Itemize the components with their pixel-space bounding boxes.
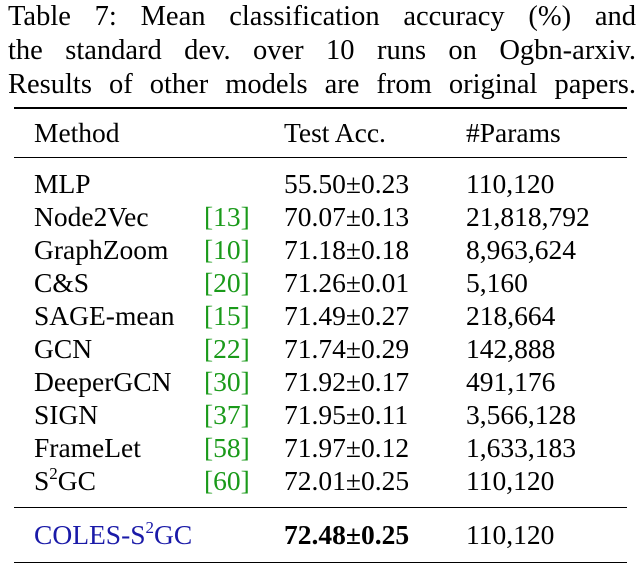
row-params: 1,633,183 xyxy=(466,432,576,463)
header-params: #Params xyxy=(466,117,561,148)
header-method: Method xyxy=(34,117,120,148)
row-params: 491,176 xyxy=(466,366,556,397)
row-params: 3,566,128 xyxy=(466,399,576,430)
row-method: SIGN xyxy=(34,399,99,430)
citation-link[interactable]: [58] xyxy=(204,432,250,463)
row-method: COLES-S2GC xyxy=(34,518,193,550)
row-test-acc: 71.92±0.17 xyxy=(284,366,410,397)
row-test-acc: 71.95±0.11 xyxy=(284,399,409,430)
table-row: S2GC [60] 72.01±0.25 110,120 xyxy=(0,464,641,497)
table-row: SAGE-mean [15] 71.49±0.27 218,664 xyxy=(0,299,641,332)
row-test-acc: 55.50±0.23 xyxy=(284,168,410,199)
citation-link[interactable]: [30] xyxy=(204,366,250,397)
row-test-acc: 70.07±0.13 xyxy=(284,201,410,232)
row-method: SAGE-mean xyxy=(34,300,175,331)
citation-link[interactable]: [10] xyxy=(204,234,250,265)
header-test-acc: Test Acc. xyxy=(284,117,386,148)
table-caption: Table 7: Mean classification accuracy (%… xyxy=(8,0,636,102)
separator-rule xyxy=(14,507,627,508)
table-row: MLP 55.50±0.23 110,120 xyxy=(0,167,641,200)
row-params: 8,963,624 xyxy=(466,234,576,265)
row-method: GCN xyxy=(34,333,93,364)
row-test-acc: 72.48±0.25 xyxy=(284,519,410,550)
table-row: GraphZoom [10] 71.18±0.18 8,963,624 xyxy=(0,233,641,266)
table-row: DeeperGCN [30] 71.92±0.17 491,176 xyxy=(0,365,641,398)
row-test-acc: 71.97±0.12 xyxy=(284,432,410,463)
table-row: GCN [22] 71.74±0.29 142,888 xyxy=(0,332,641,365)
top-rule xyxy=(14,107,627,109)
row-params: 5,160 xyxy=(466,267,528,298)
row-method: Node2Vec xyxy=(34,201,149,232)
row-method: S2GC xyxy=(34,464,96,496)
row-method: DeeperGCN xyxy=(34,366,172,397)
row-method: C&S xyxy=(34,267,90,298)
caption-line-3: Results of other models are from origina… xyxy=(8,69,636,100)
citation-link[interactable]: [13] xyxy=(204,201,250,232)
row-test-acc: 71.26±0.01 xyxy=(284,267,410,298)
row-params: 110,120 xyxy=(466,519,555,550)
citation-link[interactable]: [22] xyxy=(204,333,250,364)
row-params: 110,120 xyxy=(466,168,555,199)
table-row: Node2Vec [13] 70.07±0.13 21,818,792 xyxy=(0,200,641,233)
row-test-acc: 71.18±0.18 xyxy=(284,234,410,265)
row-params: 110,120 xyxy=(466,465,555,496)
table-row: C&S [20] 71.26±0.01 5,160 xyxy=(0,266,641,299)
row-params: 21,818,792 xyxy=(466,201,590,232)
table-row-coles: COLES-S2GC 72.48±0.25 110,120 xyxy=(0,518,641,551)
caption-line-1: Table 7: Mean classification accuracy (%… xyxy=(8,1,636,32)
row-test-acc: 71.49±0.27 xyxy=(284,300,410,331)
citation-link[interactable]: [37] xyxy=(204,399,250,430)
row-test-acc: 72.01±0.25 xyxy=(284,465,410,496)
row-params: 218,664 xyxy=(466,300,556,331)
row-test-acc: 71.74±0.29 xyxy=(284,333,410,364)
header-rule xyxy=(14,157,627,158)
table-header: Method Test Acc. #Params xyxy=(0,116,641,149)
bottom-rule xyxy=(14,562,627,563)
citation-link[interactable]: [15] xyxy=(204,300,250,331)
table-row: FrameLet [58] 71.97±0.12 1,633,183 xyxy=(0,431,641,464)
table-row: SIGN [37] 71.95±0.11 3,566,128 xyxy=(0,398,641,431)
citation-link[interactable]: [60] xyxy=(204,465,250,496)
citation-link[interactable]: [20] xyxy=(204,267,250,298)
row-method: GraphZoom xyxy=(34,234,169,265)
row-params: 142,888 xyxy=(466,333,556,364)
row-method: FrameLet xyxy=(34,432,141,463)
row-method: MLP xyxy=(34,168,91,199)
caption-line-2: the standard dev. over 10 runs on Ogbn-a… xyxy=(8,35,636,66)
